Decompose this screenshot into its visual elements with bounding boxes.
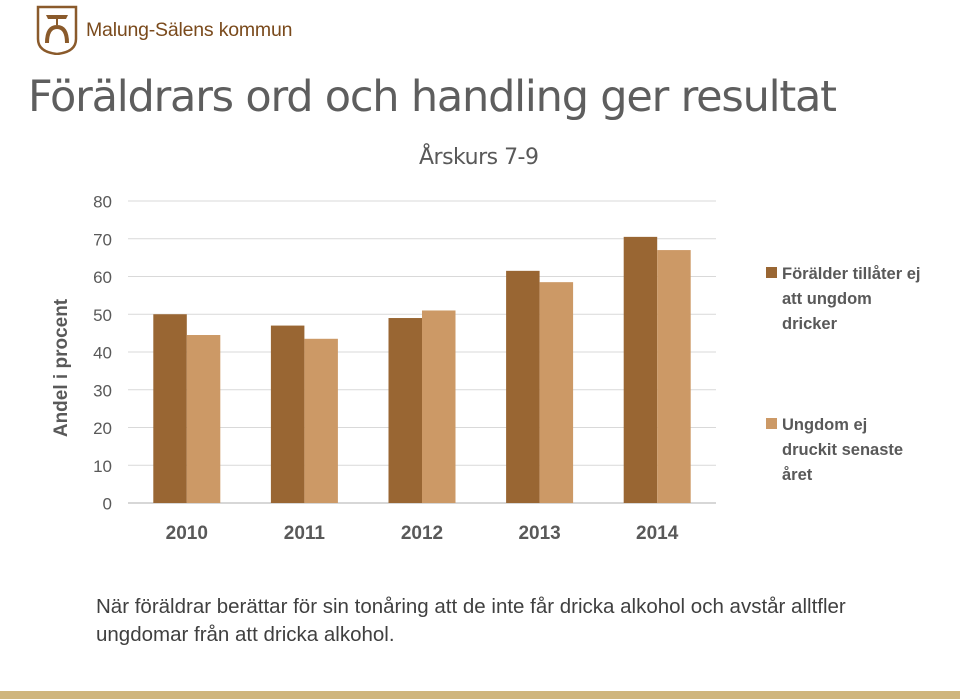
y-tick-label: 10 <box>93 457 112 476</box>
brand: Malung-Sälens kommun <box>36 5 292 55</box>
x-tick-label: 2012 <box>401 523 443 544</box>
bar-series-2-2013 <box>539 282 574 503</box>
bar-series-2-2012 <box>422 310 456 503</box>
chart-title: Årskurs 7-9 <box>419 145 539 170</box>
x-tick-label: 2011 <box>284 523 326 544</box>
bottom-decor-bar <box>0 691 960 699</box>
page-title: Föräldrars ord och handling ger resultat <box>28 72 837 122</box>
caption-text: När föräldrar berättar för sin tonåring … <box>96 595 846 646</box>
bar-series-1-2014 <box>623 236 658 504</box>
legend-item-series-2: Ungdom ej druckit senaste året <box>766 413 922 488</box>
y-tick-label: 30 <box>93 381 112 400</box>
y-tick-label: 70 <box>93 230 112 249</box>
y-tick-label: 20 <box>93 419 112 438</box>
bar-series-2-2010 <box>186 335 221 503</box>
y-tick-label: 60 <box>93 268 112 287</box>
y-tick-label: 80 <box>93 193 112 212</box>
legend-label-series-1: Förälder tillåter ej att ungdom dricker <box>782 265 921 333</box>
legend-label-series-2: Ungdom ej druckit senaste året <box>782 416 904 484</box>
bar-series-2-2011 <box>304 338 338 503</box>
x-tick-label: 2014 <box>636 523 679 544</box>
bar-series-1-2011 <box>270 325 305 503</box>
y-tick-label: 50 <box>93 306 112 325</box>
bar-series-1-2010 <box>153 314 187 503</box>
y-tick-label: 0 <box>103 495 112 514</box>
x-tick-label: 2013 <box>518 523 560 544</box>
y-tick-label: 40 <box>93 344 112 363</box>
legend-swatch-series-1 <box>766 267 777 278</box>
bar-series-1-2012 <box>388 318 422 503</box>
horseshoe-logo-icon <box>36 5 78 55</box>
bar-series-2-2014 <box>657 250 691 503</box>
legend-swatch-series-2 <box>766 418 777 429</box>
brand-name: Malung-Sälens kommun <box>86 18 293 41</box>
x-tick-label: 2010 <box>166 523 208 544</box>
bar-series-1-2013 <box>506 270 540 503</box>
legend-item-series-1: Förälder tillåter ej att ungdom dricker <box>766 262 922 337</box>
